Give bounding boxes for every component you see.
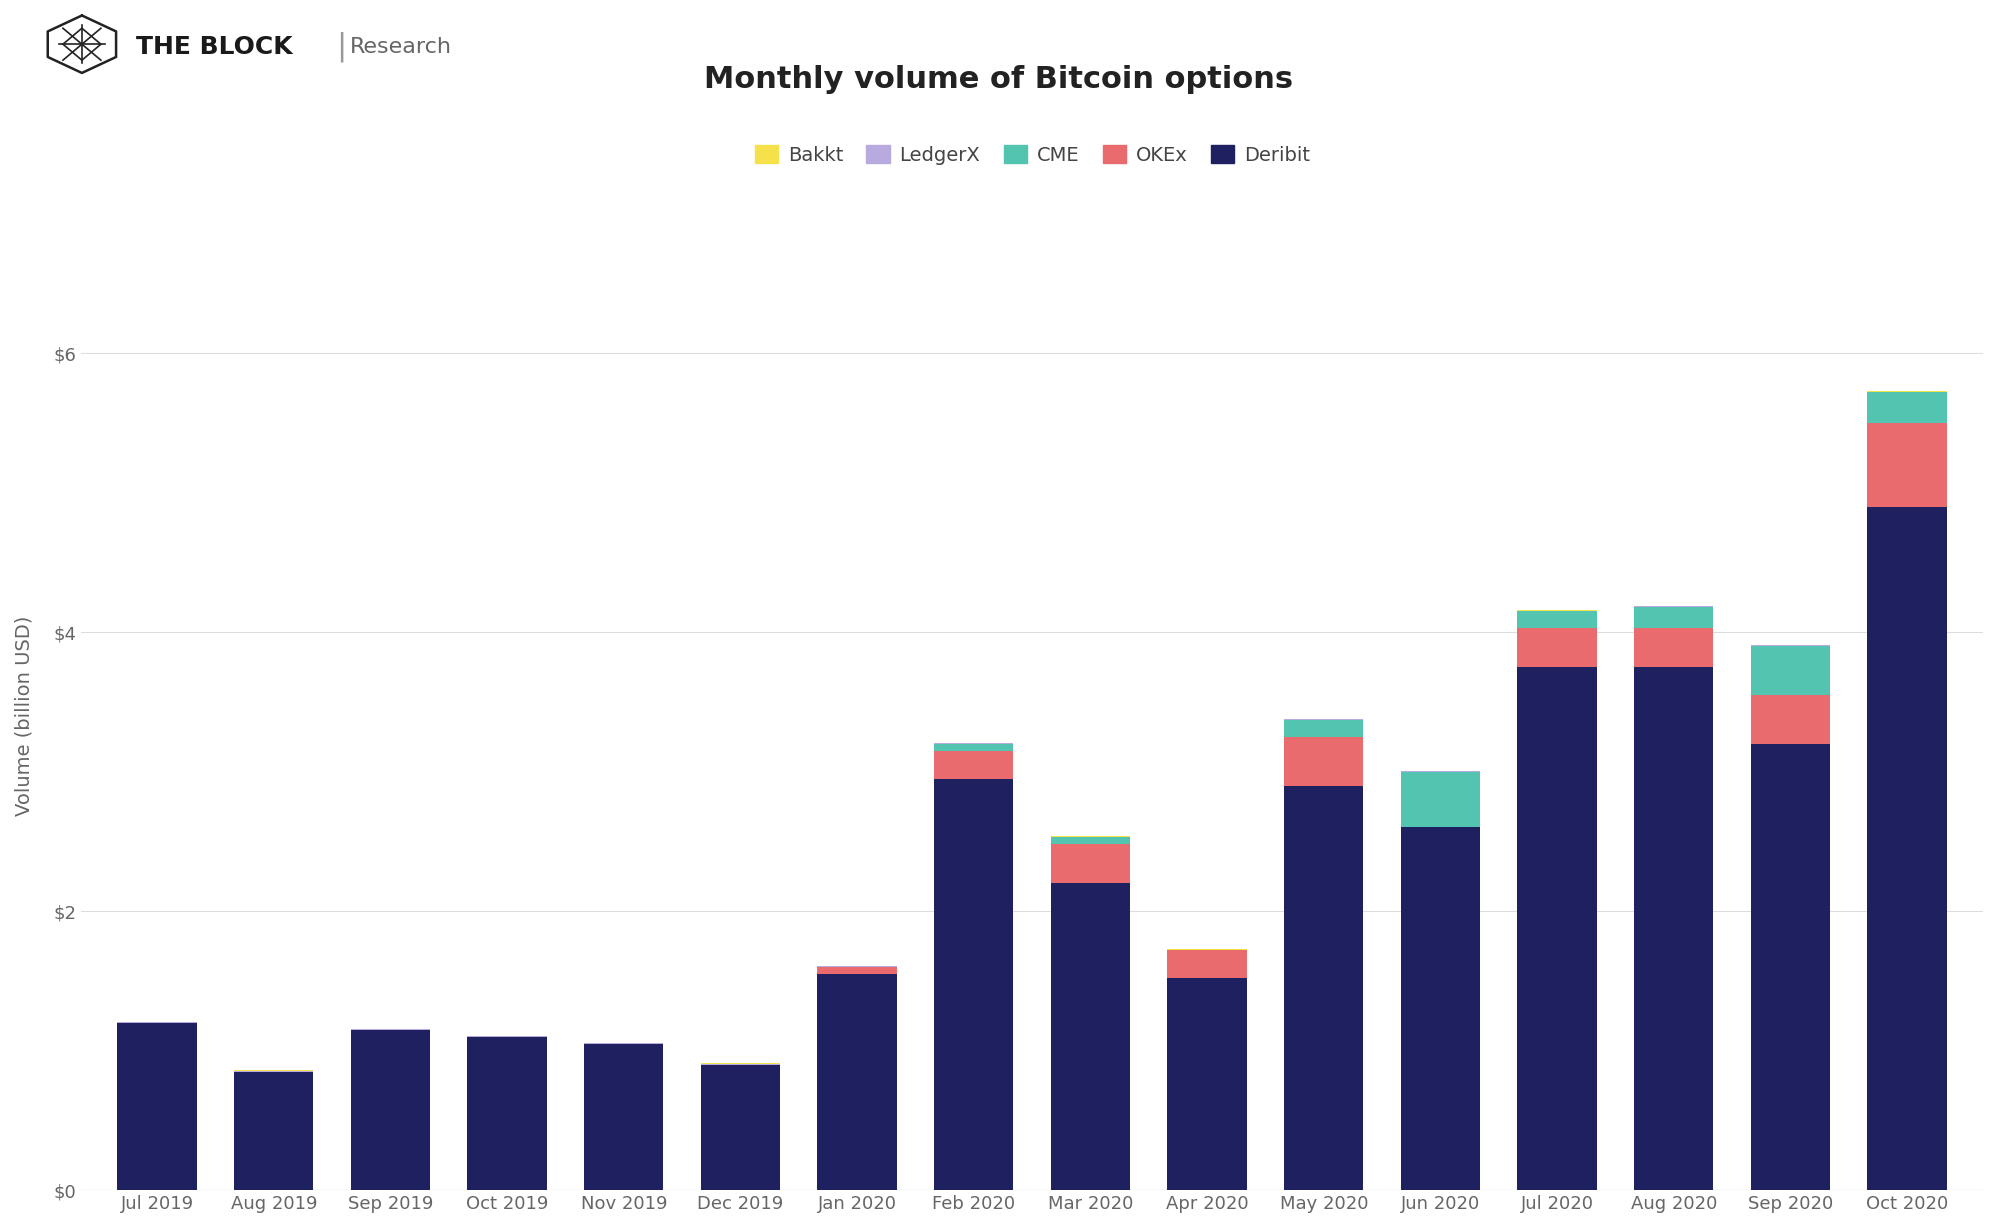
- Text: Monthly volume of Bitcoin options: Monthly volume of Bitcoin options: [705, 65, 1293, 95]
- Bar: [1868, 392, 1946, 422]
- Text: Research: Research: [350, 37, 452, 56]
- Bar: [817, 974, 897, 1190]
- Bar: [118, 1023, 198, 1190]
- Bar: [352, 1030, 430, 1190]
- Bar: [1750, 744, 1830, 1190]
- Bar: [1518, 628, 1596, 667]
- Y-axis label: Volume (billion USD): Volume (billion USD): [16, 615, 34, 817]
- Bar: [1285, 737, 1363, 786]
- Bar: [1401, 828, 1481, 1190]
- Bar: [1167, 950, 1247, 977]
- Bar: [583, 1044, 663, 1190]
- Legend: Bakkt, LedgerX, CME, OKEx, Deribit: Bakkt, LedgerX, CME, OKEx, Deribit: [747, 138, 1317, 172]
- Bar: [1051, 883, 1131, 1190]
- Bar: [1750, 646, 1830, 695]
- Bar: [1518, 612, 1596, 628]
- Bar: [701, 1065, 779, 1190]
- Bar: [1051, 837, 1131, 844]
- Text: |: |: [336, 32, 346, 61]
- Bar: [1868, 422, 1946, 507]
- Text: THE BLOCK: THE BLOCK: [136, 34, 292, 59]
- Bar: [935, 744, 1013, 750]
- Bar: [1868, 507, 1946, 1190]
- Bar: [817, 966, 897, 974]
- Bar: [1401, 771, 1481, 828]
- Bar: [1634, 607, 1714, 628]
- Bar: [1750, 695, 1830, 744]
- Bar: [935, 779, 1013, 1190]
- Bar: [935, 750, 1013, 779]
- Bar: [1634, 628, 1714, 667]
- Bar: [1167, 977, 1247, 1190]
- Bar: [468, 1036, 547, 1190]
- Bar: [1051, 844, 1131, 883]
- Bar: [234, 1072, 314, 1190]
- Bar: [1634, 667, 1714, 1190]
- Bar: [1518, 667, 1596, 1190]
- Bar: [1285, 786, 1363, 1190]
- Bar: [1285, 720, 1363, 737]
